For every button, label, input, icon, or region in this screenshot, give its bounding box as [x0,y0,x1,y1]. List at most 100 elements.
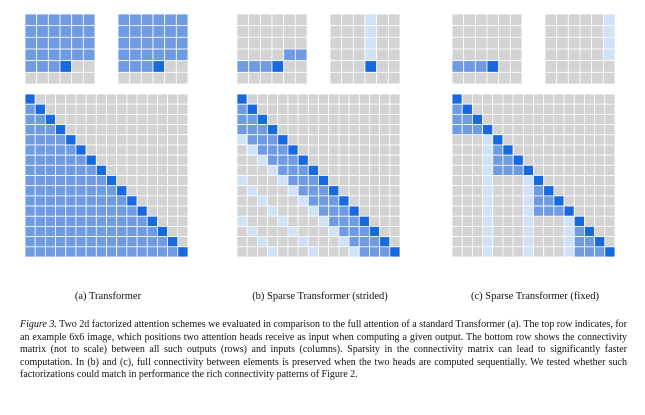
grid-cell [256,134,268,146]
grid-cell [461,164,473,176]
grid-cell [106,185,118,197]
grid-cell [567,13,581,27]
grid-cell [246,103,258,115]
grid-cell [129,13,142,27]
grid-cell [389,226,401,238]
grid-cell [267,185,279,197]
grid-cell [553,154,565,166]
grid-cell [512,134,524,146]
grid-cell [364,36,378,50]
grid-cell [85,124,97,136]
grid-cell [146,124,158,136]
grid-cell [117,36,131,50]
grid-cell [328,175,340,187]
grid-cell [116,93,128,105]
grid-cell [389,185,401,197]
grid-cell [277,175,289,187]
grid-cell [126,103,138,115]
grid-cell [297,205,309,217]
grid-cell [177,93,189,105]
grid-cell [451,25,465,38]
grid-cell [543,205,555,217]
grid-cell [329,13,343,27]
grid-cell [256,205,268,217]
grid-cell [543,185,555,197]
grid-cell [256,154,268,166]
grid-cell [65,154,77,166]
grid-cell [482,144,494,156]
grid-cell [34,226,46,238]
grid-cell [512,144,524,156]
grid-cell [44,246,56,258]
grid-cell [369,215,381,227]
grid-cell [177,175,189,187]
grid-cell [594,103,606,115]
grid-cell [24,103,36,115]
grid-cell [59,71,73,85]
grid-cell [71,36,84,50]
grid-cell [256,185,268,197]
caption-text: Two 2d factorized attention schemes we e… [20,319,628,381]
grid-cell [573,134,585,146]
grid-cell [591,36,604,50]
grid-cell [369,226,381,238]
grid-cell [55,205,67,217]
grid-cell [82,71,96,85]
grid-cell [146,113,158,125]
grid-cell [297,185,309,197]
grid-cell [167,144,179,156]
grid-cell [75,246,87,258]
grid-cell [146,205,158,217]
grid-cell [152,71,166,85]
grid-cell [492,134,504,146]
grid-cell [328,93,340,105]
grid-cell [522,134,534,146]
grid-cell [44,134,56,146]
grid-cell [248,25,261,38]
grid-cell [512,103,524,115]
grid-cell [55,185,67,197]
grid-cell [157,215,169,227]
grid-cell [236,236,248,248]
grid-cell [328,144,340,156]
grid-cell [167,205,179,217]
grid-cell [126,246,138,258]
grid-cell [24,226,36,238]
grid-cell [47,25,61,38]
grid-cell [358,236,370,248]
grid-cell [34,154,46,166]
grid-cell [24,195,36,207]
grid-cell [95,205,107,217]
grid-cell [259,60,273,73]
small-grid-a-head2 [117,13,189,85]
grid-cell [24,144,36,156]
grid-cell [246,154,258,166]
grid-cell [369,124,381,136]
grid-cell [604,93,616,105]
grid-cell [294,48,308,62]
grid-cell [116,175,128,187]
grid-cell [389,144,401,156]
grid-cell [376,13,389,27]
grid-cell [594,215,606,227]
grid-cell [379,154,391,166]
grid-cell [167,236,179,248]
grid-cell [358,113,370,125]
grid-cell [509,13,523,27]
grid-cell [318,164,330,176]
grid-cell [44,226,56,238]
grid-cell [164,13,177,27]
grid-cell [563,226,575,238]
grid-cell [167,246,179,258]
grid-cell [136,215,148,227]
grid-cell [369,134,381,146]
grid-cell [594,154,606,166]
grid-cell [236,93,248,105]
grid-cell [85,236,97,248]
grid-cell [584,195,596,207]
grid-cell [348,144,360,156]
grid-cell [116,103,128,115]
grid-cell [277,226,289,238]
grid-cell [34,124,46,136]
grid-cell [492,103,504,115]
